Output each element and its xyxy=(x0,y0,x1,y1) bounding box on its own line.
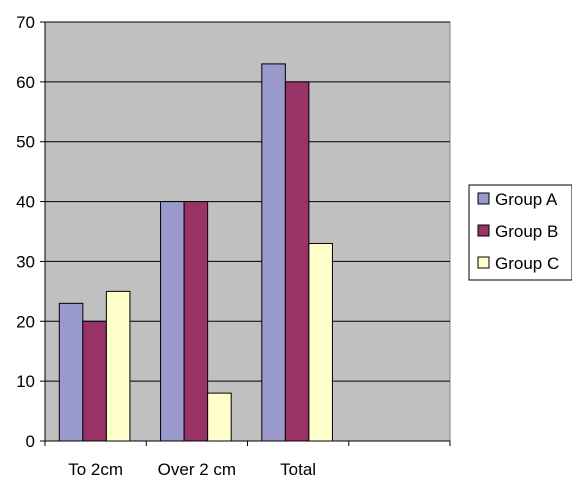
bar-group-a xyxy=(160,201,185,442)
y-tick-label: 70 xyxy=(16,13,35,32)
legend: Group A Group B Group C xyxy=(468,184,572,281)
x-tick-label: To 2cm xyxy=(68,460,123,477)
legend-swatch xyxy=(477,256,490,269)
y-tick-label: 20 xyxy=(16,312,35,331)
y-tick-label: 0 xyxy=(26,432,35,451)
legend-label: Group A xyxy=(495,190,558,209)
y-tick-label: 40 xyxy=(16,193,35,212)
bar-group-b xyxy=(183,201,209,442)
legend-label: Group B xyxy=(495,222,558,241)
bar-group-a xyxy=(58,302,84,442)
legend-swatch xyxy=(477,224,490,237)
bar-group-c xyxy=(207,392,232,442)
legend-swatch xyxy=(477,192,490,205)
bar-group-c xyxy=(308,242,333,442)
axes xyxy=(40,21,451,446)
bar-group-b xyxy=(284,81,310,442)
bar-group-a xyxy=(261,63,286,442)
legend-label: Group C xyxy=(495,254,559,273)
bars xyxy=(58,63,333,442)
x-tick-label: Total xyxy=(280,460,316,477)
x-tick-label: Over 2 cm xyxy=(158,460,236,477)
bar-group-b xyxy=(82,320,107,442)
x-tick-labels: To 2cm Over 2 cm Total xyxy=(68,460,316,477)
y-tick-label: 30 xyxy=(16,252,35,271)
y-tick-labels: 0 10 20 30 40 50 60 70 xyxy=(16,13,35,451)
y-tick-label: 60 xyxy=(16,73,35,92)
y-tick-label: 10 xyxy=(16,372,35,391)
bar-group-c xyxy=(105,290,131,442)
y-tick-label: 50 xyxy=(16,133,35,152)
